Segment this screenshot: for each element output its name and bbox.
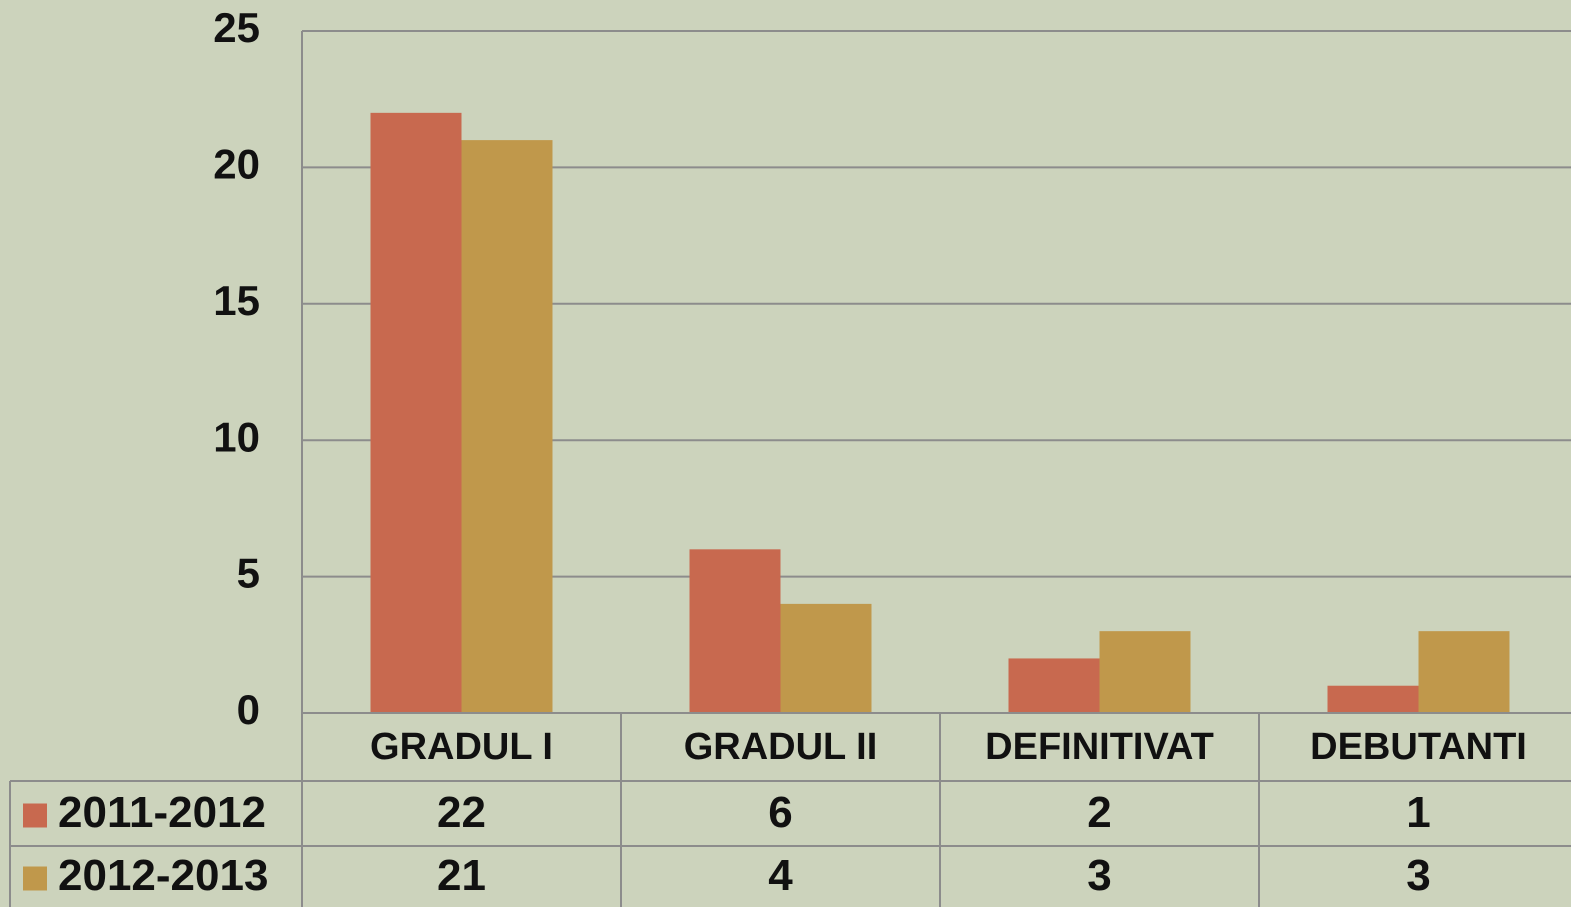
y-tick-label: 0: [237, 686, 260, 733]
legend-label: 2011-2012: [58, 788, 266, 837]
y-tick-label: 25: [213, 4, 260, 51]
x-tick-label: DEFINITIVAT: [985, 726, 1214, 768]
x-tick-label: DEBUTANTI: [1310, 726, 1527, 768]
table-value: 6: [768, 788, 792, 837]
table-value: 4: [768, 851, 793, 900]
x-tick-label: GRADUL I: [370, 726, 553, 768]
y-tick-label: 5: [237, 550, 260, 597]
y-tick-label: 15: [213, 277, 260, 324]
bar: [461, 140, 553, 713]
bar: [1327, 685, 1419, 713]
bar: [780, 603, 872, 713]
bar: [370, 112, 462, 714]
table-value: 22: [437, 788, 486, 837]
legend-label: 2012-2013: [58, 851, 268, 900]
bar: [689, 549, 781, 713]
y-tick-label: 10: [213, 413, 260, 460]
y-tick-label: 20: [213, 140, 260, 187]
table-value: 21: [437, 851, 486, 900]
bar: [1008, 658, 1100, 713]
bar: [1099, 631, 1191, 713]
bar: [1418, 631, 1510, 713]
table-value: 3: [1087, 851, 1111, 900]
table-value: 1: [1406, 788, 1430, 837]
table-value: 3: [1406, 851, 1430, 900]
legend-swatch: [23, 803, 47, 828]
x-tick-label: GRADUL II: [684, 726, 878, 768]
legend-swatch: [23, 866, 47, 891]
table-value: 2: [1087, 788, 1111, 837]
